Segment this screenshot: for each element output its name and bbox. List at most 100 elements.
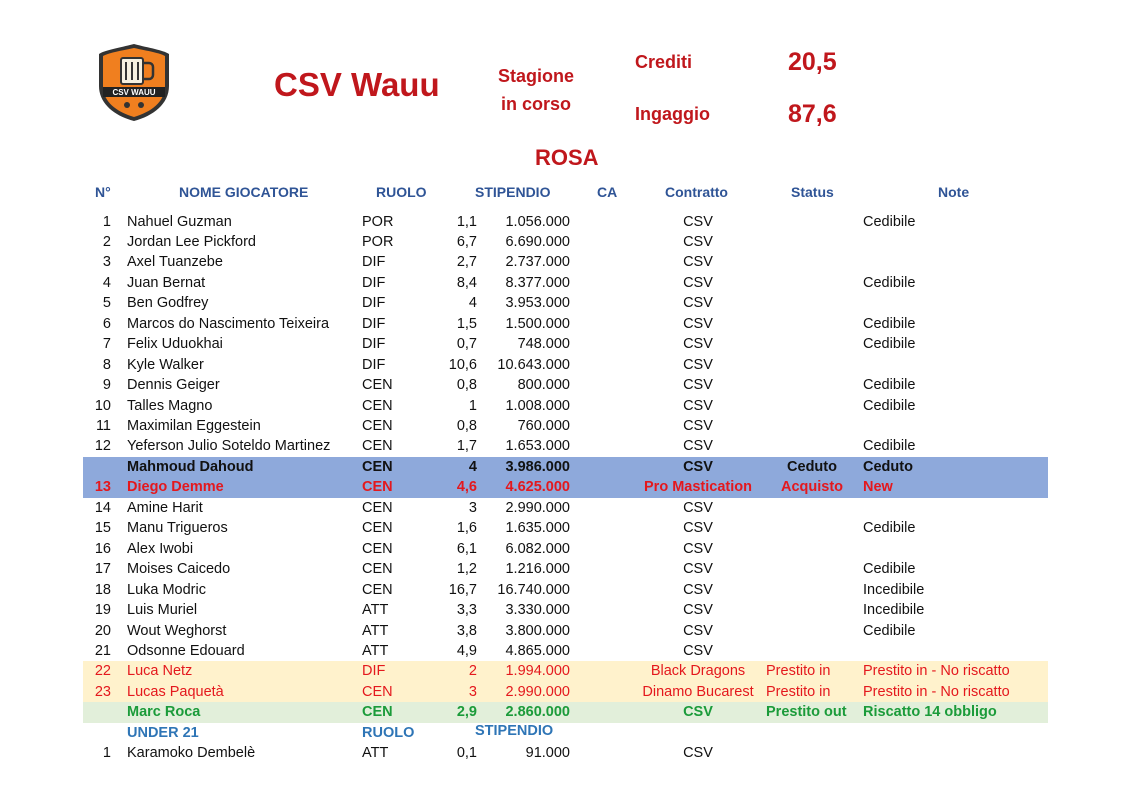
player-credits: 4,9 (456, 642, 477, 659)
player-salary: 760.000 (517, 418, 570, 434)
player-num: 5 (102, 295, 111, 312)
player-num: 11 (95, 418, 111, 434)
player-credits: 2,7 (456, 254, 477, 271)
player-note: Cedibile (863, 438, 916, 455)
player-salary: 748.000 (517, 336, 570, 353)
player-salary: 2.737.000 (505, 254, 570, 271)
table-row: 22 Luca Netz DIF 2 1.994.000 Black Dragons Pre… (83, 661, 1048, 682)
player-role: POR (362, 233, 394, 250)
player-credits: 0,1 (456, 745, 477, 762)
player-salary: 4.865.000 (505, 642, 570, 659)
player-num: 21 (94, 642, 111, 659)
player-name: Jordan Lee Pickford (127, 233, 256, 250)
table-row: 21 Odsonne Edouard ATT 4,9 4.865.000 CSV (83, 641, 1048, 662)
player-name: Luka Modric (127, 581, 206, 598)
player-note: Incedibile (863, 581, 925, 598)
player-note: Riscatto 14 obbligo (863, 704, 997, 721)
table-row: 1 Nahuel Guzman POR 1,1 1.056.000 CSV Cedibile (83, 212, 1048, 233)
player-salary: 16.740.000 (497, 581, 570, 598)
player-name: Alex Iwobi (127, 540, 194, 557)
player-role: DIF (362, 356, 386, 373)
player-name: Lucas Paquetà (127, 683, 224, 700)
header-num: N° (95, 184, 111, 200)
player-num: 13 (94, 479, 111, 496)
player-status: Acquisto (780, 479, 844, 496)
table-row: 15 Manu Trigueros CEN 1,6 1.635.000 CSV Cedibi… (83, 518, 1048, 539)
player-role: CEN (362, 704, 393, 721)
player-note: Prestito in - No riscatto (863, 683, 1010, 700)
player-contract: CSV (683, 745, 713, 762)
player-note: Cedibile (863, 397, 916, 414)
player-salary: 1.008.000 (505, 397, 570, 414)
player-salary: 2.860.000 (505, 704, 570, 721)
under21-salary-header: STIPENDIO (475, 722, 554, 739)
player-contract: CSV (683, 561, 713, 578)
table-row: 6 Marcos do Nascimento Teixeira DIF 1,5 1.50… (83, 314, 1048, 335)
player-salary: 3.800.000 (505, 622, 570, 639)
player-credits: 3 (468, 499, 477, 516)
player-credits: 0,8 (456, 418, 477, 434)
player-contract: CSV (683, 499, 713, 516)
header-contract: Contratto (665, 184, 728, 200)
player-name: Maximilan Eggestein (127, 418, 261, 434)
table-row: 13 Diego Demme CEN 4,6 4.625.000 Pro Masticat… (83, 477, 1048, 498)
player-role: ATT (362, 745, 389, 762)
player-role: DIF (362, 254, 386, 271)
player-salary: 1.056.000 (505, 213, 570, 230)
club-logo: CSV WAUU (97, 42, 171, 122)
player-contract: CSV (683, 418, 713, 434)
player-note: Cedibile (863, 520, 916, 537)
player-num: 17 (94, 561, 111, 578)
player-role: CEN (362, 520, 393, 537)
player-num: 8 (102, 356, 111, 373)
player-num: 10 (94, 397, 111, 414)
player-name: Moises Caicedo (127, 561, 231, 578)
player-credits: 6,7 (456, 233, 477, 250)
player-status: Prestito out (766, 704, 847, 721)
player-role: CEN (362, 540, 393, 557)
table-row: Mahmoud Dahoud CEN 4 3.986.000 CSV Ceduto Cedu… (83, 456, 1048, 478)
player-role: DIF (362, 295, 386, 312)
player-salary: 6.082.000 (505, 540, 570, 557)
player-name: Ben Godfrey (127, 295, 209, 312)
player-credits: 8,4 (456, 274, 477, 291)
season-line-1: Stagione (497, 66, 574, 86)
player-salary: 800.000 (517, 377, 570, 394)
player-salary: 1.500.000 (505, 315, 570, 332)
player-salary: 2.990.000 (505, 499, 570, 516)
player-role: CEN (362, 377, 393, 394)
player-credits: 0,7 (456, 336, 477, 353)
player-num: 23 (94, 683, 111, 700)
player-role: CEN (362, 581, 393, 598)
player-num: 15 (94, 520, 111, 537)
player-salary: 8.377.000 (505, 274, 570, 291)
player-salary: 3.330.000 (505, 602, 570, 619)
player-num: 6 (102, 315, 111, 332)
table-row: 9 Dennis Geiger CEN 0,8 800.000 CSV Cedibile (83, 375, 1048, 396)
player-salary: 10.643.000 (497, 356, 570, 373)
player-contract: CSV (683, 233, 713, 250)
table-row: 4 Juan Bernat DIF 8,4 8.377.000 CSV Cedibile (83, 273, 1048, 294)
player-num: 22 (94, 663, 111, 680)
player-role: DIF (362, 336, 386, 353)
player-contract: CSV (683, 642, 713, 659)
player-note: Cedibile (863, 213, 916, 230)
player-name: Wout Weghorst (127, 622, 227, 639)
player-contract: CSV (683, 315, 713, 332)
table-row: 17 Moises Caicedo CEN 1,2 1.216.000 CSV Cedibi… (83, 559, 1048, 580)
player-salary: 91.000 (525, 745, 570, 762)
header-role: RUOLO (376, 184, 427, 200)
player-num: 2 (102, 233, 111, 250)
under21-header: UNDER 21 RUOLO STIPENDIO (83, 723, 1048, 744)
player-credits: 3 (468, 683, 477, 700)
table-row: 11 Maximilan Eggestein CEN 0,8 760.000 CSV (83, 416, 1048, 437)
player-name: Kyle Walker (127, 356, 204, 373)
player-role: ATT (362, 602, 389, 619)
player-role: POR (362, 213, 394, 230)
player-status: Prestito in (766, 683, 831, 700)
player-role: CEN (362, 683, 393, 700)
player-credits: 10,6 (448, 356, 477, 373)
club-name: CSV Wauu (274, 66, 440, 103)
player-salary: 1.653.000 (505, 438, 570, 455)
player-name: Mahmoud Dahoud (127, 458, 254, 475)
